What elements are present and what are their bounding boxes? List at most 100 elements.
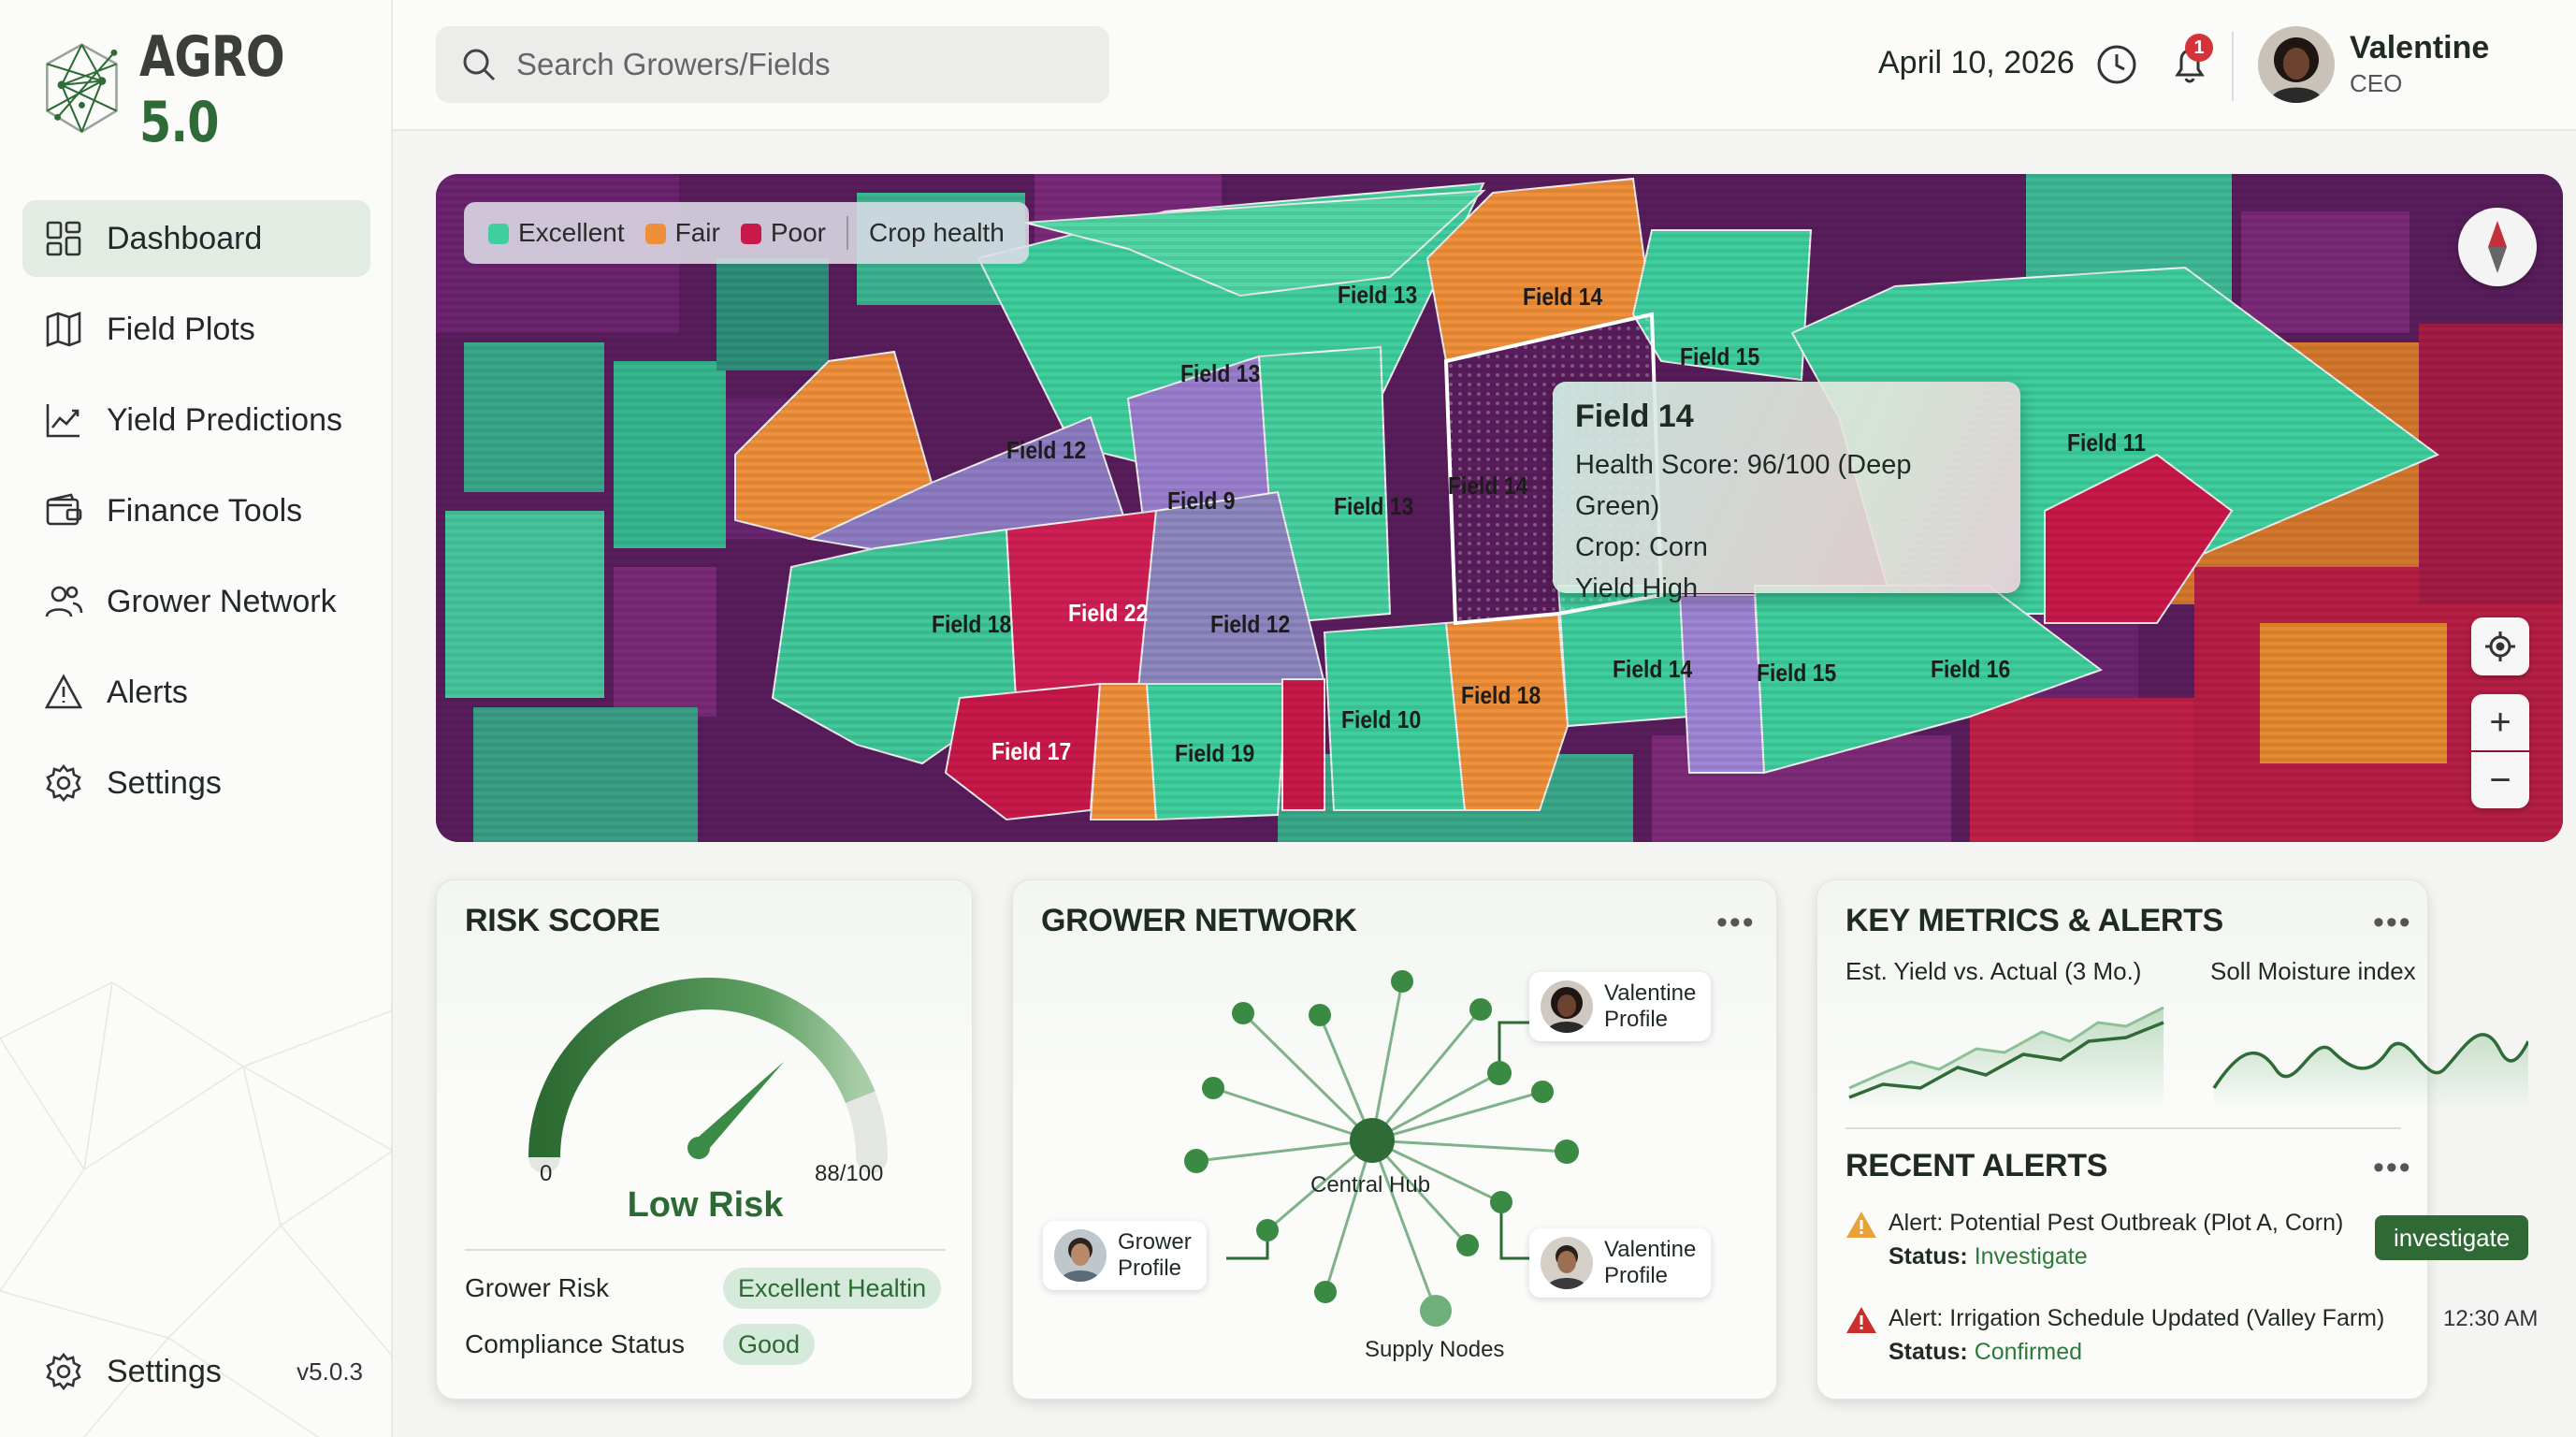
key-metrics-card: KEY METRICS & ALERTS ••• Est. Yield vs. …	[1816, 879, 2529, 1400]
avatar[interactable]	[2258, 26, 2335, 103]
chart-line-icon	[46, 404, 80, 438]
field-label[interactable]: Field 16	[1931, 655, 2011, 683]
alert-title: Alert: Irrigation Schedule Updated (Vall…	[1889, 1305, 2385, 1331]
footer-settings-link[interactable]: Settings	[107, 1353, 222, 1389]
sidebar-item-yield-predictions[interactable]: Yield Predictions	[22, 382, 370, 458]
tooltip-crop: Crop: Corn	[1575, 532, 1708, 562]
legend-poor[interactable]: Poor	[740, 218, 826, 248]
field-label[interactable]: Field 18	[932, 610, 1012, 638]
gear-icon[interactable]	[43, 1351, 84, 1392]
search-icon	[463, 49, 496, 81]
wallet-icon	[46, 493, 82, 526]
users-icon	[45, 586, 83, 617]
notification-badge: 1	[2185, 34, 2213, 62]
avatar	[1054, 1229, 1107, 1282]
field-label[interactable]: Field 19	[1175, 739, 1255, 767]
sidebar-item-label: Finance Tools	[107, 492, 303, 529]
alert-status-label: Status:	[1889, 1339, 1968, 1365]
user-name[interactable]: Valentine	[2350, 30, 2490, 65]
profile-sub: Profile	[1604, 1263, 1669, 1288]
sidebar-item-finance-tools[interactable]: Finance Tools	[22, 472, 370, 549]
sidebar-item-grower-network[interactable]: Grower Network	[22, 563, 370, 640]
alert-status-value: Confirmed	[1974, 1339, 2083, 1365]
profile-card-grower[interactable]: Grower Profile	[1043, 1221, 1207, 1290]
alert-status-value: Investigate	[1974, 1243, 2088, 1270]
sidebar-item-settings[interactable]: Settings	[22, 745, 370, 821]
logo-globe-icon	[46, 43, 118, 134]
dashboard-icon	[46, 221, 81, 256]
sidebar-item-field-plots[interactable]: Field Plots	[22, 291, 370, 368]
sidebar-item-label: Dashboard	[107, 220, 263, 256]
field-label[interactable]: Field 13	[1334, 492, 1414, 520]
legend-divider	[847, 216, 849, 250]
field-label[interactable]: Field 22	[1068, 599, 1149, 627]
gauge-fill	[528, 978, 876, 1158]
compass-icon	[2488, 221, 2507, 273]
sidebar-item-label: Yield Predictions	[107, 401, 342, 438]
legend-excellent[interactable]: Excellent	[488, 218, 625, 248]
field-label[interactable]: Field 13	[1180, 359, 1261, 387]
legend-fair[interactable]: Fair	[644, 218, 720, 248]
yield-chart-label: Est. Yield vs. Actual (3 Mo.)	[1845, 957, 2142, 985]
alert-title: Alert: Potential Pest Outbreak (Plot A, …	[1889, 1210, 2344, 1236]
card-title: KEY METRICS & ALERTS	[1845, 903, 2223, 938]
supply-nodes-label: Supply Nodes	[1365, 1337, 1505, 1362]
zoom-in-button[interactable]: +	[2471, 694, 2529, 750]
locate-button[interactable]	[2471, 617, 2529, 675]
field-label[interactable]: Field 14	[1448, 472, 1528, 500]
sidebar-item-dashboard[interactable]: Dashboard	[22, 200, 370, 277]
investigate-button[interactable]: investigate	[2375, 1215, 2529, 1260]
risk-level: Low Risk	[627, 1185, 784, 1225]
grower-risk-label: Grower Risk	[465, 1273, 610, 1302]
profile-card-valentine[interactable]: Valentine Profile	[1529, 972, 1712, 1041]
avatar	[1541, 1237, 1593, 1289]
logo[interactable]: AGRO 5.0	[37, 24, 391, 155]
field-label[interactable]: Field 12	[1210, 610, 1291, 638]
risk-gauge	[528, 978, 888, 1173]
gauge-needle	[692, 1061, 785, 1154]
tooltip-health: Health Score: 96/100 (Deep Green)	[1575, 450, 1912, 521]
search-input[interactable]	[516, 47, 1078, 82]
map-canvas[interactable]	[436, 174, 2563, 842]
yield-sparkline	[1848, 1006, 2164, 1110]
tooltip-yield: Yield High	[1575, 573, 1699, 603]
search-bar[interactable]	[436, 26, 1109, 103]
field-label[interactable]: Field 14	[1523, 283, 1603, 311]
more-options-button[interactable]: •••	[1716, 905, 1756, 940]
zoom-out-button[interactable]: −	[2471, 752, 2529, 808]
field-label[interactable]: Field 15	[1680, 342, 1760, 370]
field-label[interactable]: Field 9	[1167, 486, 1236, 515]
field-label[interactable]: Field 15	[1757, 659, 1837, 687]
field-label[interactable]: Field 17	[991, 737, 1072, 765]
profile-name: Valentine	[1604, 1237, 1697, 1262]
compliance-status-badge: Good	[723, 1324, 816, 1365]
grower-risk-badge: Excellent Healtin	[723, 1268, 942, 1309]
legend-layer[interactable]: Crop health	[869, 218, 1005, 247]
sidebar-item-alerts[interactable]: Alerts	[22, 654, 370, 731]
alert-status-label: Status:	[1889, 1243, 1968, 1270]
version-label: v5.0.3	[297, 1357, 363, 1386]
clock-icon[interactable]	[2095, 43, 2138, 86]
field-label[interactable]: Field 12	[1006, 436, 1087, 464]
profile-card-valentine-2[interactable]: Valentine Profile	[1529, 1228, 1712, 1298]
field-label[interactable]: Field 14	[1613, 655, 1693, 683]
card-title: RISK SCORE	[465, 903, 660, 938]
warning-icon	[44, 674, 83, 709]
field-label[interactable]: Field 13	[1338, 281, 1418, 309]
more-options-button[interactable]: •••	[2373, 905, 2412, 940]
crop-health-map[interactable]: Excellent Fair Poor Crop health Field 13…	[436, 174, 2563, 842]
field-label[interactable]: Field 10	[1341, 705, 1422, 733]
top-header: April 10, 2026 1 Valentine CEO	[393, 0, 2576, 131]
warning-icon	[1846, 1212, 1876, 1238]
map-legend: Excellent Fair Poor Crop health	[464, 202, 1029, 264]
logo-text: AGRO 5.0	[138, 24, 285, 155]
network-graph	[1184, 970, 1579, 1327]
field-label[interactable]: Field 11	[2067, 428, 2146, 457]
card-divider	[465, 1249, 946, 1251]
sidebar-item-label: Settings	[107, 764, 222, 801]
profile-name: Grower	[1118, 1229, 1192, 1255]
compass-button[interactable]	[2458, 208, 2537, 286]
field-label[interactable]: Field 18	[1461, 681, 1541, 709]
sidebar: AGRO 5.0 Dashboard Field Plots Yield Pre…	[0, 0, 393, 1437]
alerts-more-button[interactable]: •••	[2373, 1150, 2412, 1185]
